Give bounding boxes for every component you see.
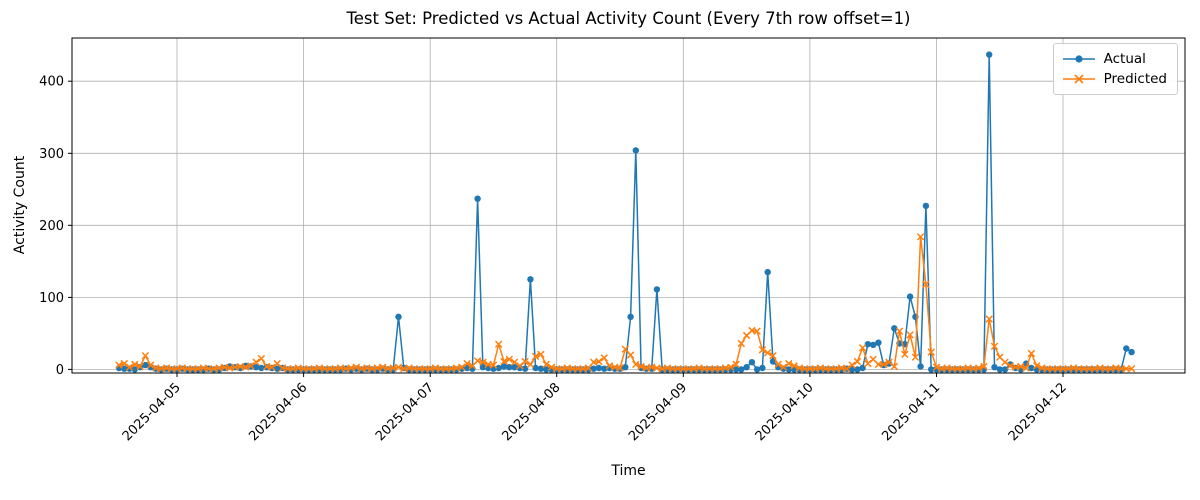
svg-text:100: 100	[39, 291, 64, 306]
svg-text:2025-04-05: 2025-04-05	[120, 380, 184, 444]
svg-text:2025-04-06: 2025-04-06	[246, 380, 310, 444]
svg-text:400: 400	[39, 75, 64, 90]
svg-text:200: 200	[39, 219, 64, 234]
svg-text:2025-04-10: 2025-04-10	[753, 380, 817, 444]
svg-text:2025-04-12: 2025-04-12	[1006, 380, 1070, 444]
legend-item-actual: Actual	[1062, 49, 1167, 69]
legend-label-predicted: Predicted	[1103, 71, 1167, 87]
legend-item-predicted: Predicted	[1062, 69, 1167, 89]
chart-title: Test Set: Predicted vs Actual Activity C…	[346, 9, 911, 28]
svg-text:300: 300	[39, 147, 64, 162]
actual-line-marker-icon	[1062, 55, 1095, 63]
legend-label-actual: Actual	[1103, 51, 1146, 67]
svg-text:2025-04-11: 2025-04-11	[879, 380, 943, 444]
svg-text:2025-04-07: 2025-04-07	[373, 380, 437, 444]
predicted-x-marker-icon	[1062, 74, 1095, 84]
svg-text:2025-04-08: 2025-04-08	[499, 380, 563, 444]
svg-text:0: 0	[56, 363, 64, 378]
x-axis-label: Time	[611, 463, 646, 479]
y-axis-label: Activity Count	[12, 155, 28, 255]
legend: Actual Predicted	[1052, 43, 1178, 95]
svg-text:2025-04-09: 2025-04-09	[626, 380, 690, 444]
